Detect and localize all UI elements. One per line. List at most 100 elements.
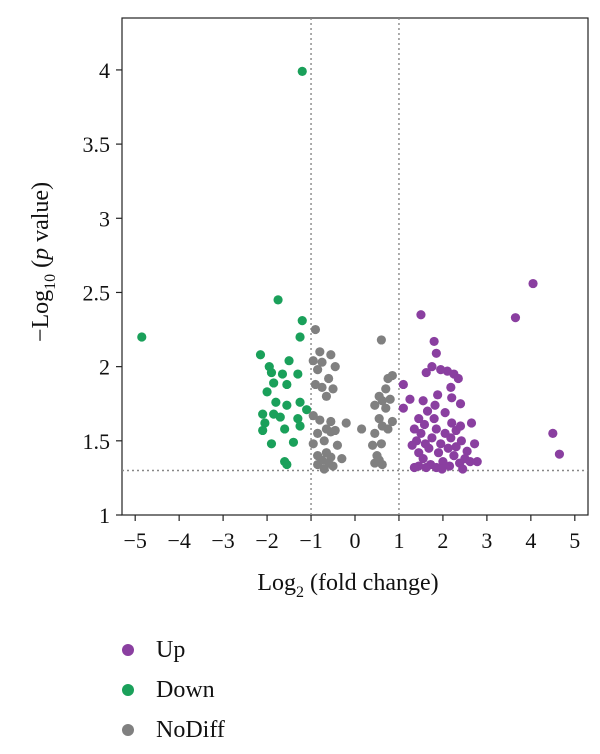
point-up xyxy=(418,396,428,406)
point-up xyxy=(421,462,431,473)
point-nodiff xyxy=(310,324,321,335)
x-axis-title-subscript: 2 xyxy=(296,584,304,601)
legend-label-down: Down xyxy=(156,676,215,703)
point-nodiff xyxy=(313,428,323,439)
legend-marker-down xyxy=(122,684,134,696)
point-nodiff xyxy=(313,365,323,375)
point-up xyxy=(431,424,441,434)
y-axis-title-rest: value) xyxy=(28,182,54,248)
point-up xyxy=(443,443,453,453)
point-nodiff xyxy=(319,436,329,446)
y-axis-title-open: ( xyxy=(28,260,54,274)
point-down xyxy=(260,418,270,428)
point-down xyxy=(273,295,283,305)
point-up xyxy=(409,424,419,434)
point-up xyxy=(405,394,415,404)
x-tick-label: −1 xyxy=(299,528,322,553)
x-tick-label: 5 xyxy=(569,528,580,553)
point-nodiff xyxy=(376,439,386,449)
legend-item-nodiff: NoDiff xyxy=(122,710,225,750)
point-up xyxy=(447,393,457,403)
point-down xyxy=(284,356,294,366)
point-nodiff xyxy=(326,350,336,360)
point-nodiff xyxy=(317,382,327,393)
point-up xyxy=(451,442,461,452)
point-up xyxy=(472,456,482,467)
y-tick-label: 1 xyxy=(99,503,110,528)
point-nodiff xyxy=(308,356,318,366)
point-nodiff xyxy=(387,370,397,381)
point-down xyxy=(258,409,268,419)
point-up xyxy=(409,462,419,473)
point-nodiff xyxy=(374,413,384,424)
point-down xyxy=(282,379,292,390)
point-up xyxy=(418,454,428,464)
point-up xyxy=(436,365,446,375)
point-nodiff xyxy=(315,415,325,425)
point-up xyxy=(433,390,443,400)
point-down xyxy=(282,459,292,470)
point-up xyxy=(462,446,472,456)
point-up xyxy=(548,428,558,439)
point-up xyxy=(453,373,463,384)
point-up xyxy=(437,464,447,474)
point-nodiff xyxy=(383,424,393,434)
x-tick-label: −2 xyxy=(255,528,278,553)
point-nodiff xyxy=(356,424,367,434)
point-nodiff xyxy=(308,411,318,421)
point-up xyxy=(554,449,565,459)
point-up xyxy=(398,379,408,390)
y-tick-label: 3.5 xyxy=(83,132,111,157)
point-up xyxy=(427,362,437,372)
y-axis-title-subscript: 10 xyxy=(42,274,59,290)
point-nodiff xyxy=(326,416,336,427)
point-up xyxy=(466,418,477,428)
point-up xyxy=(433,448,444,458)
point-down xyxy=(297,316,307,326)
point-nodiff xyxy=(341,418,351,428)
point-nodiff xyxy=(337,454,347,464)
point-down xyxy=(280,424,290,434)
point-up xyxy=(398,403,408,413)
point-nodiff xyxy=(330,362,340,372)
point-up xyxy=(458,464,468,474)
point-up xyxy=(431,348,441,358)
point-up xyxy=(510,313,521,323)
point-nodiff xyxy=(381,403,391,413)
x-tick-label: −3 xyxy=(211,528,234,553)
point-up xyxy=(422,406,433,416)
point-nodiff xyxy=(370,458,380,468)
point-up xyxy=(528,278,538,289)
plot-frame xyxy=(121,17,589,516)
point-down xyxy=(295,397,305,407)
legend: Up Down NoDiff xyxy=(122,630,225,750)
point-up xyxy=(465,456,475,467)
point-up xyxy=(455,399,466,409)
point-nodiff xyxy=(324,373,334,384)
point-nodiff xyxy=(370,400,380,410)
point-up xyxy=(446,433,456,443)
y-tick-label: 2.5 xyxy=(83,280,111,305)
legend-item-down: Down xyxy=(122,670,225,710)
point-up xyxy=(416,310,426,320)
point-nodiff xyxy=(387,416,397,427)
legend-marker-up xyxy=(122,644,134,656)
point-up xyxy=(419,419,430,430)
x-tick-label: −4 xyxy=(167,528,190,553)
point-nodiff xyxy=(377,396,387,406)
point-up xyxy=(446,382,456,393)
point-nodiff xyxy=(315,347,325,357)
point-up xyxy=(429,413,439,424)
point-nodiff xyxy=(381,384,391,394)
y-axis-ticks: 1 1.5 2 2.5 3 3.5 4 xyxy=(83,58,122,528)
point-nodiff xyxy=(319,464,329,474)
x-tick-label: −5 xyxy=(123,528,146,553)
x-tick-label: 2 xyxy=(437,528,448,553)
point-up xyxy=(447,418,457,428)
point-nodiff xyxy=(370,428,380,439)
point-down xyxy=(282,400,292,410)
point-nodiff xyxy=(326,427,336,437)
point-up xyxy=(421,367,431,378)
y-tick-label: 1.5 xyxy=(83,429,111,454)
point-up xyxy=(414,413,424,424)
